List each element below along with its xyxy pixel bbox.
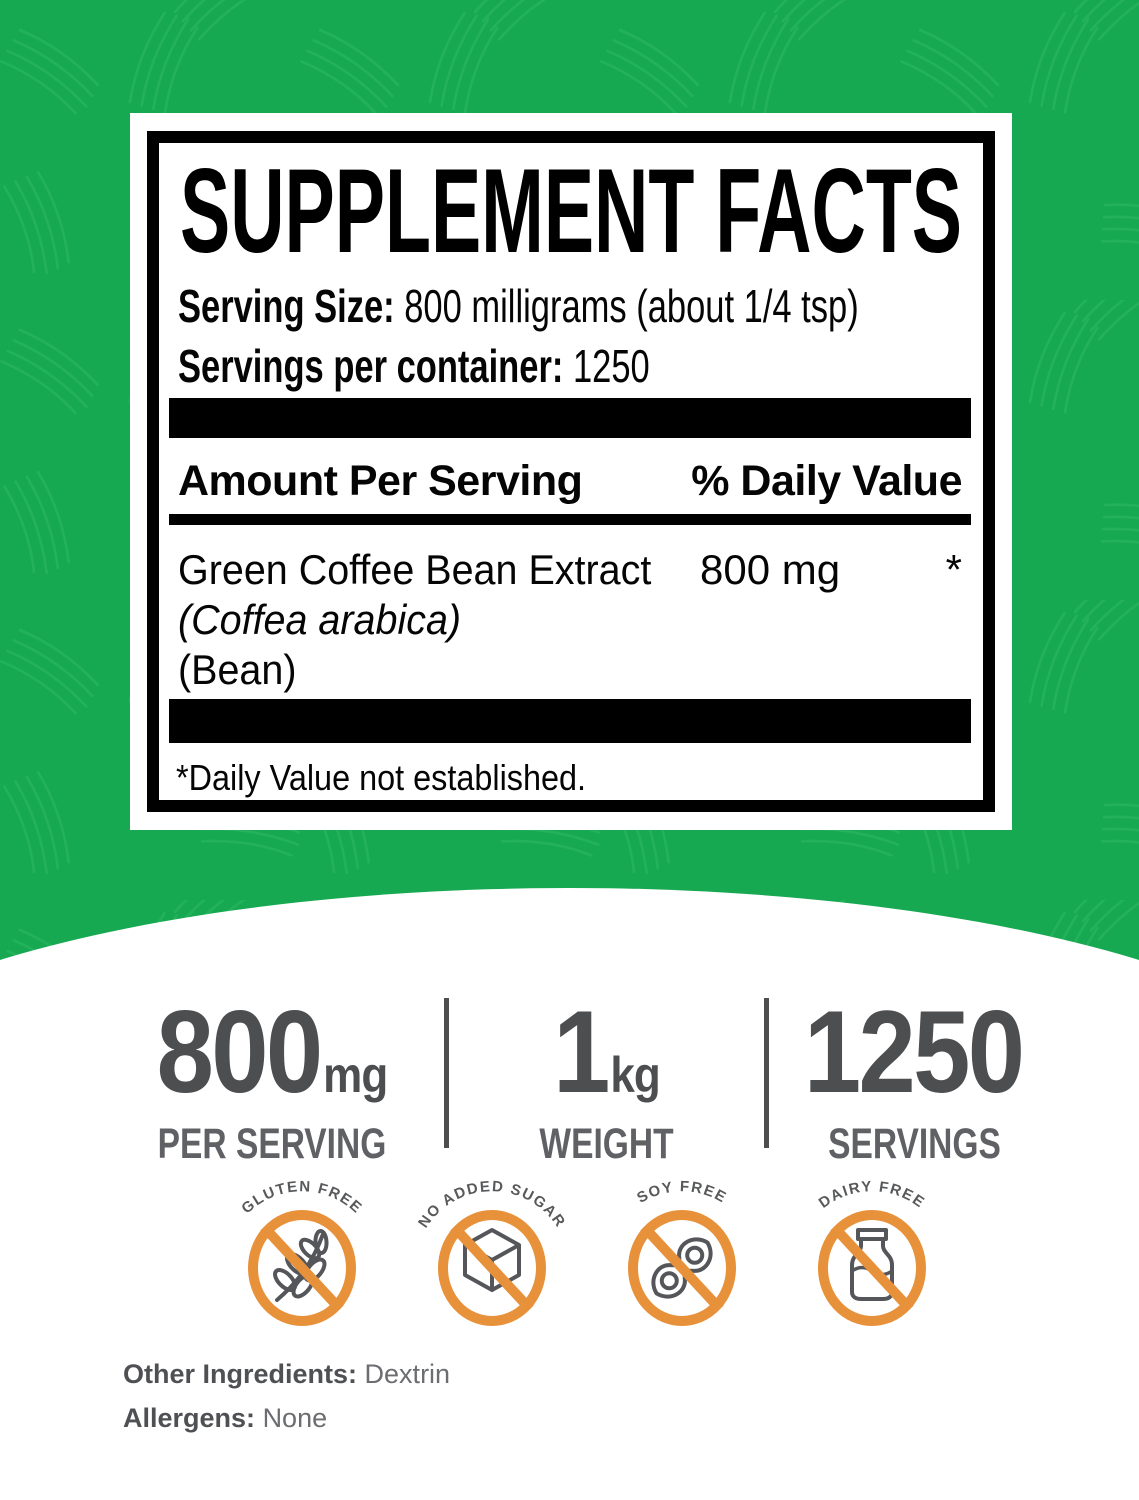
other-ingredients-row: Other Ingredients: Dextrin xyxy=(123,1352,450,1396)
prohibition-ring xyxy=(627,1210,736,1326)
stat-divider xyxy=(764,998,769,1148)
allergens-label: Allergens: xyxy=(123,1403,256,1433)
divider-bar-bottom xyxy=(169,699,971,743)
footer-ingredients: Other Ingredients: Dextrin Allergens: No… xyxy=(123,1352,450,1440)
stat-servings-label: SERVINGS xyxy=(828,1120,1001,1168)
free-from-badges-row: GLUTEN FREE NO ADDED SUGAR xyxy=(17,1168,1139,1334)
stat-servings-number: 1250 xyxy=(803,986,1025,1117)
stat-per-serving-label: PER SERVING xyxy=(157,1120,387,1168)
serving-size-label: Serving Size: xyxy=(178,280,395,332)
other-ingredients-label: Other Ingredients: xyxy=(123,1359,358,1389)
stat-divider xyxy=(444,998,449,1148)
badge-dairy-free-label: DAIRY FREE xyxy=(815,1178,926,1212)
daily-value-footnote: *Daily Value not established. xyxy=(176,757,587,798)
serving-size-row: Serving Size: 800 milligrams (about 1/4 … xyxy=(178,283,962,329)
stat-servings: 1250 SERVINGS xyxy=(769,993,1060,1169)
ingredient-name-block: Green Coffee Bean Extract (Coffea arabic… xyxy=(178,545,700,695)
stat-weight-number: 1 kg xyxy=(553,986,661,1117)
sugar-cube-icon xyxy=(462,1228,521,1292)
curve-divider xyxy=(0,888,1139,1500)
servings-per-container-row: Servings per container: 1250 xyxy=(178,343,962,389)
stat-weight-label: WEIGHT xyxy=(539,1120,674,1168)
ingredient-daily-value: * xyxy=(945,546,962,593)
stat-per-serving: 800 mg PER SERVING xyxy=(100,993,444,1169)
prohibition-ring xyxy=(817,1210,926,1326)
badge-no-added-sugar: NO ADDED SUGAR xyxy=(407,1168,577,1334)
allergens-value: None xyxy=(262,1403,328,1433)
prohibition-ring xyxy=(437,1210,546,1326)
ingredient-latin-name: (Coffea arabica) xyxy=(178,596,462,643)
stats-strip: 800 mg PER SERVING 1 kg WEIGHT 1250 SERVIN… xyxy=(100,993,1060,1169)
ingredient-plant-part: (Bean) xyxy=(178,646,297,693)
svg-text:DAIRY FREE: DAIRY FREE xyxy=(815,1178,928,1212)
ingredient-name: Green Coffee Bean Extract xyxy=(178,546,652,593)
stat-per-serving-number: 800 mg xyxy=(156,986,389,1117)
badge-soy-free-label: SOY FREE xyxy=(634,1178,728,1207)
facts-border-frame: SUPPLEMENT FACTS Serving Size: 800 milli… xyxy=(147,131,995,812)
daily-value-header: % Daily Value xyxy=(691,457,962,505)
prohibition-ring xyxy=(247,1210,356,1326)
stat-weight: 1 kg WEIGHT xyxy=(449,993,764,1169)
svg-text:SOY FREE: SOY FREE xyxy=(634,1178,730,1207)
servings-per-container-value: 1250 xyxy=(572,340,650,392)
badge-soy-free: SOY FREE xyxy=(597,1168,767,1334)
badge-gluten-free: GLUTEN FREE xyxy=(217,1168,387,1334)
supplement-facts-panel: SUPPLEMENT FACTS Serving Size: 800 milli… xyxy=(130,113,1012,830)
facts-title: SUPPLEMENT FACTS xyxy=(180,159,962,259)
facts-title-svg: SUPPLEMENT FACTS xyxy=(180,159,962,259)
servings-per-container-label: Servings per container: xyxy=(178,340,564,392)
other-ingredients-value: Dextrin xyxy=(364,1359,451,1389)
svg-text:NO ADDED SUGAR: NO ADDED SUGAR xyxy=(415,1178,569,1231)
ingredient-row: Green Coffee Bean Extract (Coffea arabic… xyxy=(178,545,962,695)
allergens-row: Allergens: None xyxy=(123,1396,450,1440)
amount-per-serving-header: Amount Per Serving xyxy=(178,457,583,505)
ingredient-amount: 800 mg xyxy=(700,546,841,593)
serving-size-value: 800 milligrams (about 1/4 tsp) xyxy=(404,280,859,332)
soybean-icon xyxy=(650,1237,713,1299)
divider-bar-top xyxy=(169,398,971,438)
column-headers-row: Amount Per Serving % Daily Value xyxy=(178,458,962,504)
header-rule xyxy=(169,514,971,525)
badge-dairy-free: DAIRY FREE xyxy=(787,1168,957,1334)
badge-no-added-sugar-label: NO ADDED SUGAR xyxy=(415,1178,567,1231)
